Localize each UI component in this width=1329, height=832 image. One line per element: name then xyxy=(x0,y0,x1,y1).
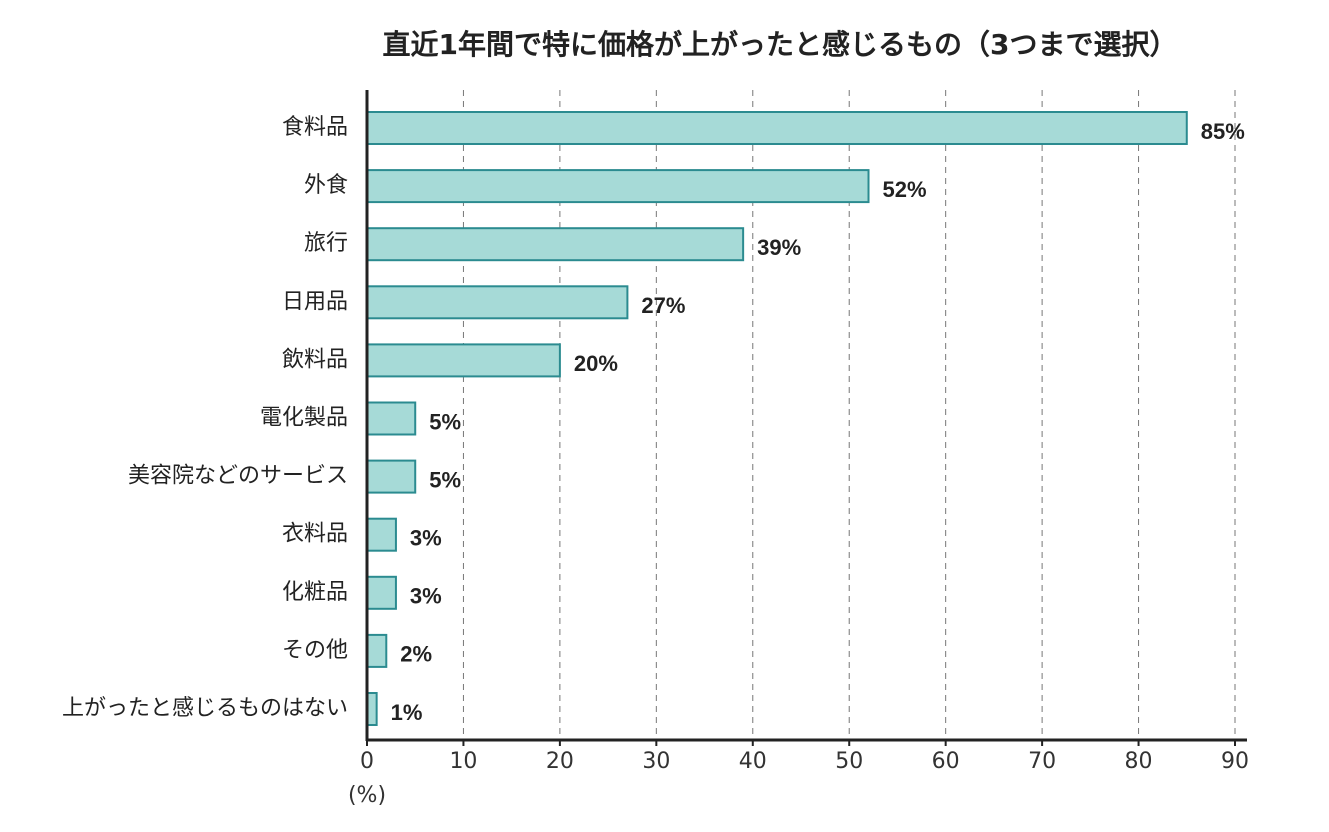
bar xyxy=(366,111,1188,145)
value-label: 5% xyxy=(429,409,461,434)
category-label: 日用品 xyxy=(282,289,348,314)
x-tick-label: 40 xyxy=(739,749,767,774)
bar xyxy=(366,343,561,378)
category-label: 上がったと感じるものはない xyxy=(62,696,348,721)
x-tick-label: 60 xyxy=(932,749,960,774)
category-label: 化粧品 xyxy=(282,580,348,605)
category-label: 衣料品 xyxy=(282,522,348,547)
x-tick-label: 50 xyxy=(835,749,863,774)
value-label: 1% xyxy=(391,700,423,725)
value-label: 52% xyxy=(883,177,927,202)
bar xyxy=(366,227,745,262)
category-label: 電化製品 xyxy=(260,406,348,431)
category-label: 美容院などのサービス xyxy=(128,464,348,489)
x-tick-label: 20 xyxy=(546,749,574,774)
x-tick-label: 70 xyxy=(1028,749,1056,774)
value-label: 20% xyxy=(574,351,618,376)
category-label: 旅行 xyxy=(304,231,348,256)
x-tick-label: 30 xyxy=(642,749,670,774)
x-tick-label: 80 xyxy=(1125,749,1153,774)
value-label: 85% xyxy=(1201,119,1245,144)
category-label: 外食 xyxy=(304,173,348,198)
x-tick-label: 0 xyxy=(360,749,374,774)
category-label: 飲料品 xyxy=(282,347,348,372)
bar xyxy=(366,575,397,610)
bar xyxy=(366,459,417,494)
chart-title: 直近1年間で特に価格が上がったと感じるもの（3つまで選択） xyxy=(383,28,1178,61)
category-label: 食料品 xyxy=(282,115,348,140)
value-label: 3% xyxy=(410,526,442,551)
bar xyxy=(366,633,388,668)
value-label: 5% xyxy=(429,467,461,492)
value-label: 2% xyxy=(400,642,432,667)
x-tick-label: 10 xyxy=(449,749,477,774)
bar xyxy=(366,285,629,320)
x-axis-label: (%) xyxy=(348,783,386,808)
value-label: 27% xyxy=(641,293,685,318)
value-label: 3% xyxy=(410,584,442,609)
category-label: その他 xyxy=(282,638,348,663)
bar xyxy=(366,169,870,204)
bar xyxy=(366,401,417,436)
x-tick-label: 90 xyxy=(1221,749,1249,774)
value-label: 39% xyxy=(757,235,801,260)
bar xyxy=(366,517,397,552)
